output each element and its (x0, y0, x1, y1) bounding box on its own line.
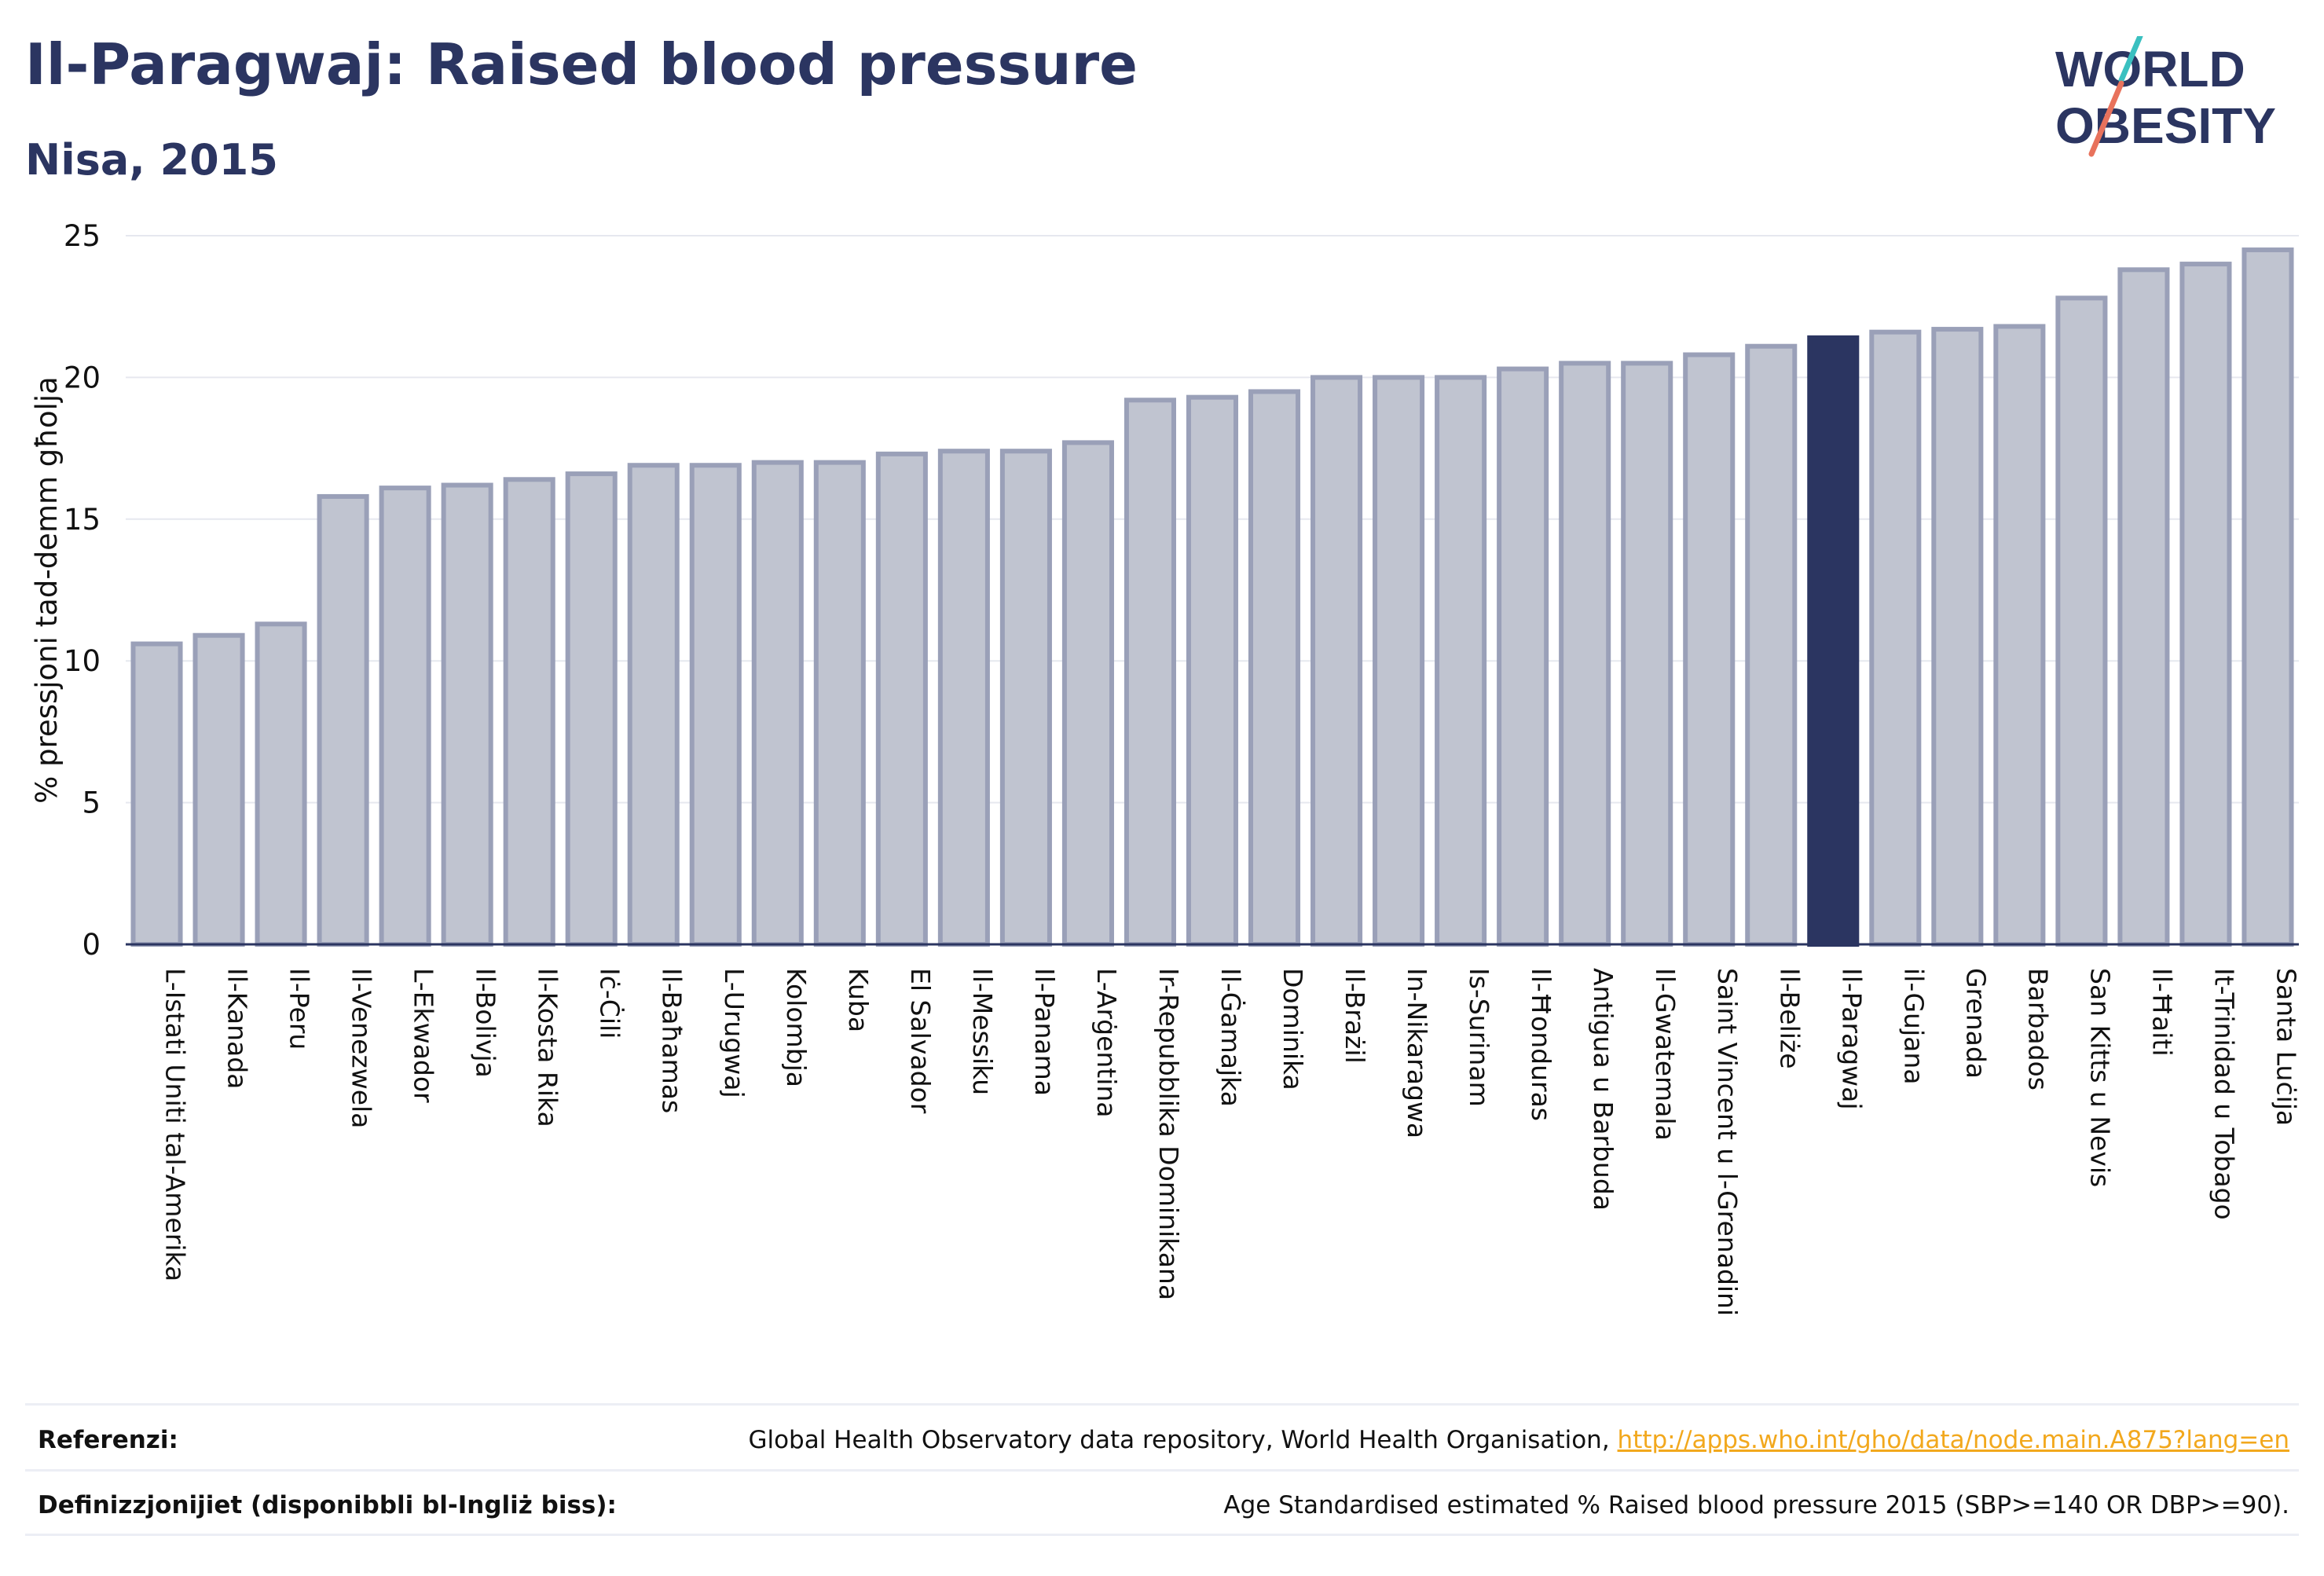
bar (192, 632, 245, 947)
x-tick-label: It-Trinidad u Tobago (2209, 968, 2239, 1220)
x-tick-label: Il-Kosta Rika (533, 968, 563, 1127)
chart-subtitle: Nisa, 2015 (25, 135, 278, 185)
references-value: Global Health Observatory data repositor… (748, 1426, 2289, 1454)
chart-title: Il-Paragwaj: Raised blood pressure (25, 31, 1138, 97)
y-tick-label: 0 (82, 928, 101, 962)
x-tick-label: Il-Venezwela (346, 968, 377, 1128)
x-tick-label: Il-Ħaiti (2146, 968, 2177, 1057)
references-text: Global Health Observatory data repositor… (748, 1426, 1610, 1454)
references-label: Referenzi: (38, 1426, 178, 1454)
bar (1248, 389, 1301, 947)
bar (2242, 247, 2294, 947)
x-tick-label: Grenada (1960, 968, 1991, 1079)
definitions-text: Age Standardised estimated % Raised bloo… (1223, 1491, 2289, 1519)
logo-slash-teal (2118, 36, 2143, 83)
y-tick-label: 15 (64, 503, 101, 537)
x-tick-label: Il-Baħamas (657, 968, 687, 1113)
x-tick-label: Dominika (1277, 968, 1308, 1090)
y-axis-title: % pressjoni tad-demm għolja (30, 376, 64, 804)
bar (1435, 375, 1487, 947)
definitions-label: Definizzjonijiet (disponibbli bl-Ingliż … (38, 1491, 617, 1519)
bar (1931, 327, 1984, 947)
x-tick-label: Ir-Repubblika Dominikana (1153, 968, 1184, 1300)
bar (503, 477, 555, 947)
x-tick-label: Il-Bolivja (471, 968, 501, 1078)
bar (813, 460, 866, 947)
x-tick-label: Kuba (843, 968, 874, 1032)
x-tick-label: L-Ekwador (409, 968, 439, 1103)
bar (1310, 375, 1363, 947)
bar (1124, 398, 1177, 947)
bar (2055, 295, 2108, 947)
logo-line-2: OBESITY (2055, 97, 2276, 154)
bar (2179, 262, 2232, 947)
x-tick-label: El Salvador (905, 968, 936, 1114)
x-tick-label: L-Arġentina (1091, 968, 1122, 1118)
bar (379, 486, 431, 947)
y-tick-label: 5 (82, 786, 101, 820)
bar (937, 449, 990, 947)
logo-line-1: WORLD (2055, 41, 2245, 97)
bar (1559, 361, 1611, 947)
bar (255, 621, 307, 947)
x-tick-label: Il-Panama (1029, 968, 1060, 1096)
bar (1373, 375, 1425, 947)
bar (565, 471, 618, 947)
bar (875, 451, 928, 947)
y-tick-label: 20 (64, 361, 101, 394)
x-tick-label: Is-Surinam (1464, 968, 1494, 1107)
x-tick-label: Il-Kanada (222, 968, 253, 1089)
bar (317, 493, 369, 947)
x-tick-label: Il-Gwatemala (1650, 968, 1681, 1141)
x-tick-label: Santa Luċija (2271, 968, 2301, 1126)
bar (1621, 361, 1673, 947)
references-link[interactable]: http://apps.who.int/gho/data/node.main.A… (1617, 1426, 2289, 1454)
x-tick-label: il-Gujana (1898, 968, 1929, 1084)
y-tick-label: 10 (64, 644, 101, 678)
bar (1993, 324, 2046, 947)
bar (1683, 352, 1736, 947)
x-tick-label: Il-Paragwaj (1836, 968, 1867, 1110)
footer-divider-middle (25, 1469, 2299, 1472)
x-tick-label: San Kitts u Nevis (2084, 968, 2115, 1187)
logo-slash-coral (2088, 80, 2124, 157)
bar (999, 449, 1052, 947)
bars (130, 247, 2294, 947)
footer-divider-bottom (25, 1534, 2299, 1536)
bar (627, 463, 680, 947)
x-axis-ticks: L-Istati Uniti tal-Amerika Il-Kanada Il-Pe… (160, 968, 2302, 1316)
x-tick-label: Saint Vincent u l-Grenadini (1712, 968, 1743, 1316)
y-axis-ticks: 0 5 10 15 20 25 (64, 219, 101, 962)
x-tick-label: Il-Ġamajka (1215, 968, 1247, 1107)
x-tick-label: Kolombja (781, 968, 812, 1087)
footer-divider-top (25, 1403, 2299, 1406)
x-tick-label: Barbados (2022, 968, 2053, 1090)
bar (1061, 440, 1114, 947)
bar (2117, 267, 2170, 947)
x-tick-label: L-Urugwaj (719, 968, 750, 1098)
x-tick-label: Il-Beliże (1774, 968, 1805, 1069)
x-tick-label: Iċ-Ċili (595, 968, 626, 1039)
bar (1186, 394, 1239, 947)
x-tick-label: Il-Peru (284, 968, 315, 1050)
bar-highlight (1807, 335, 1860, 947)
bar (130, 641, 183, 947)
x-tick-label: Antigua u Barbuda (1588, 968, 1618, 1211)
bar (689, 463, 742, 947)
bar (1745, 343, 1798, 947)
x-tick-label: Il-Ħonduras (1526, 968, 1556, 1121)
bar-chart: 0 5 10 15 20 25 L-Istati Uniti tal-Amerika Il-… (30, 219, 2302, 1316)
x-tick-label: Il-Messiku (967, 968, 998, 1095)
bar (441, 482, 493, 947)
x-tick-label: Il-Brażil (1340, 968, 1370, 1064)
x-tick-label: In-Nikaragwa (1402, 968, 1432, 1138)
x-tick-label: L-Istati Uniti tal-Amerika (160, 968, 191, 1281)
world-obesity-logo: WORLD OBESITY (2055, 36, 2276, 157)
bar (1869, 329, 1922, 947)
bar (1497, 366, 1549, 947)
y-tick-label: 25 (64, 219, 101, 253)
bar (751, 460, 804, 947)
